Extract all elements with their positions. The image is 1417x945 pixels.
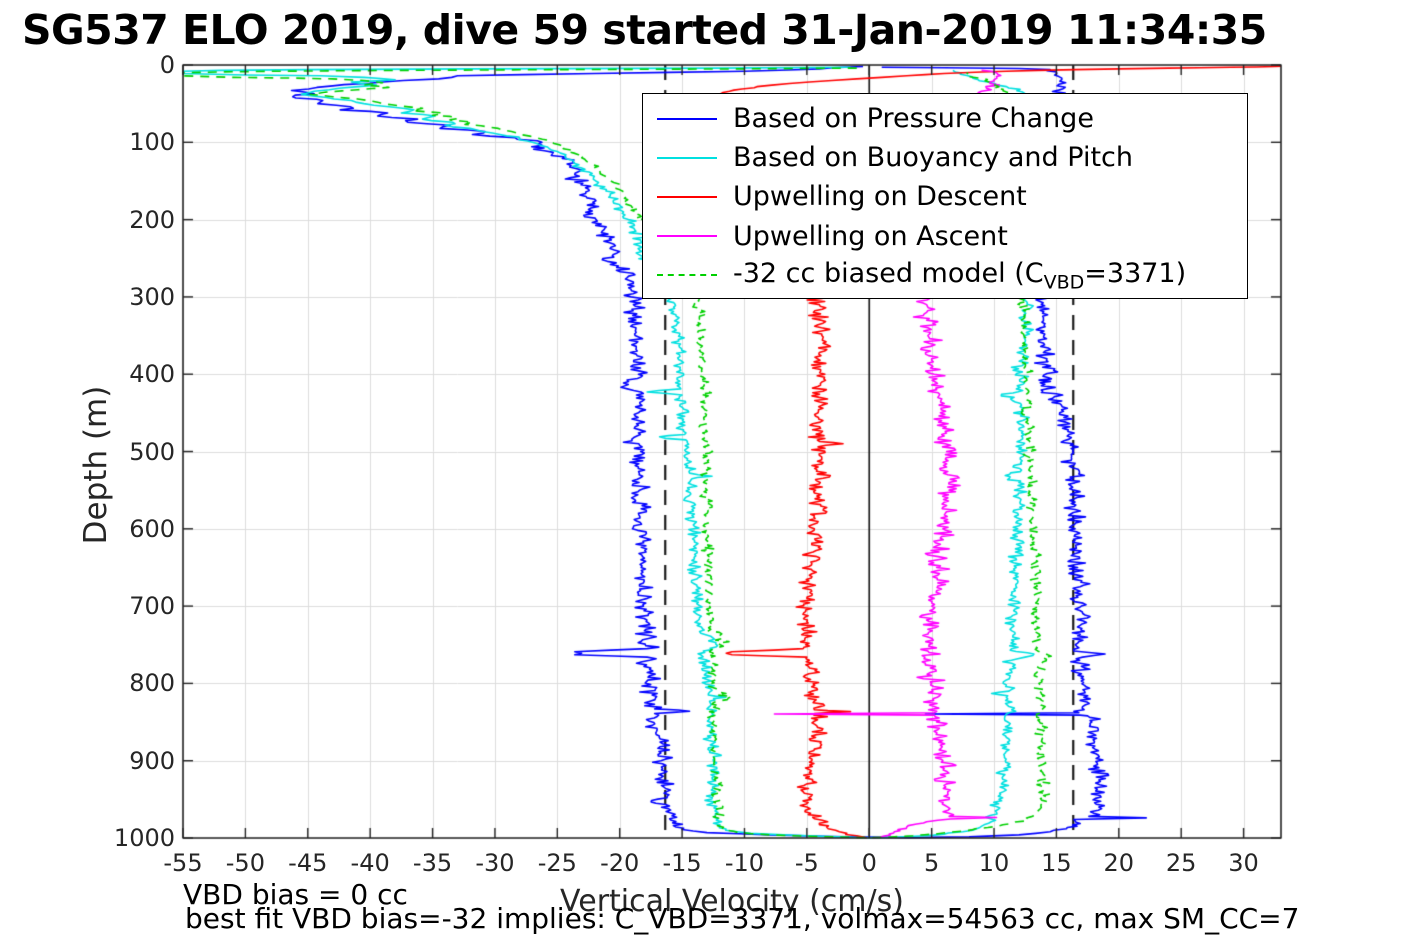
legend-label: Based on Pressure Change bbox=[733, 103, 1094, 135]
x-tick-label: 5 bbox=[923, 849, 940, 877]
y-axis-label: Depth (m) bbox=[78, 385, 114, 545]
y-tick-label: 1000 bbox=[113, 824, 175, 852]
y-tick-label: 600 bbox=[129, 514, 175, 543]
x-tick-label: -50 bbox=[225, 849, 265, 877]
x-tick-label: -45 bbox=[288, 849, 328, 877]
blue-line-sample bbox=[657, 117, 717, 120]
x-tick-label: 15 bbox=[1041, 849, 1072, 877]
legend-item-pressure-change: Based on Pressure Change bbox=[657, 99, 1247, 138]
legend-item-biased-model: -32 cc biased model (CVBD=3371) bbox=[657, 256, 1247, 295]
x-tick-label: -15 bbox=[662, 849, 702, 877]
x-tick-label: -30 bbox=[475, 849, 515, 877]
best-fit-note: best fit VBD bias=-32 implies: C_VBD=337… bbox=[185, 902, 1300, 935]
x-tick-label: 10 bbox=[978, 849, 1010, 877]
x-tick-label: -55 bbox=[163, 849, 203, 877]
cyan-line-sample bbox=[657, 156, 717, 159]
x-tick-label: -10 bbox=[724, 849, 765, 877]
legend-label: -32 cc biased model (CVBD=3371) bbox=[733, 257, 1187, 294]
y-tick-label: 0 bbox=[159, 51, 175, 79]
x-tick-label: 20 bbox=[1103, 849, 1135, 877]
x-tick-label: -5 bbox=[794, 849, 819, 877]
legend-item-buoyancy-pitch: Based on Buoyancy and Pitch bbox=[657, 138, 1247, 177]
y-tick-label: 200 bbox=[129, 205, 175, 234]
x-tick-label: 0 bbox=[861, 849, 877, 877]
legend-item-upwelling-descent: Upwelling on Descent bbox=[657, 177, 1247, 216]
y-tick-label: 100 bbox=[129, 128, 175, 157]
legend-label: Based on Buoyancy and Pitch bbox=[733, 142, 1133, 174]
x-tick-label: 25 bbox=[1165, 849, 1197, 877]
y-tick-label: 500 bbox=[129, 437, 175, 466]
x-axis-label: Vertical Velocity (cm/s) bbox=[560, 884, 904, 919]
y-tick-label: 400 bbox=[129, 360, 175, 389]
legend-label: Upwelling on Ascent bbox=[733, 220, 1008, 252]
red-line-sample bbox=[657, 195, 717, 198]
y-tick-label: 900 bbox=[129, 746, 175, 775]
magenta-line-sample bbox=[657, 235, 717, 238]
legend-label: Upwelling on Descent bbox=[733, 181, 1027, 213]
legend-item-upwelling-ascent: Upwelling on Ascent bbox=[657, 217, 1247, 256]
legend-box: Based on Pressure Change Based on Buoyan… bbox=[642, 93, 1248, 299]
figure-title: SG537 ELO 2019, dive 59 started 31-Jan-2… bbox=[22, 6, 1267, 54]
x-tick-label: -35 bbox=[412, 849, 453, 877]
green-dashed-line-sample bbox=[657, 274, 717, 277]
y-tick-label: 800 bbox=[129, 669, 175, 698]
vbd-bias-note: VBD bias = 0 cc bbox=[183, 878, 408, 911]
x-tick-label: 30 bbox=[1228, 849, 1259, 877]
y-tick-label: 700 bbox=[129, 592, 175, 621]
x-tick-label: -20 bbox=[600, 849, 640, 877]
y-tick-label: 300 bbox=[129, 282, 175, 311]
x-tick-label: -40 bbox=[350, 849, 390, 877]
x-tick-label: -25 bbox=[537, 849, 577, 877]
